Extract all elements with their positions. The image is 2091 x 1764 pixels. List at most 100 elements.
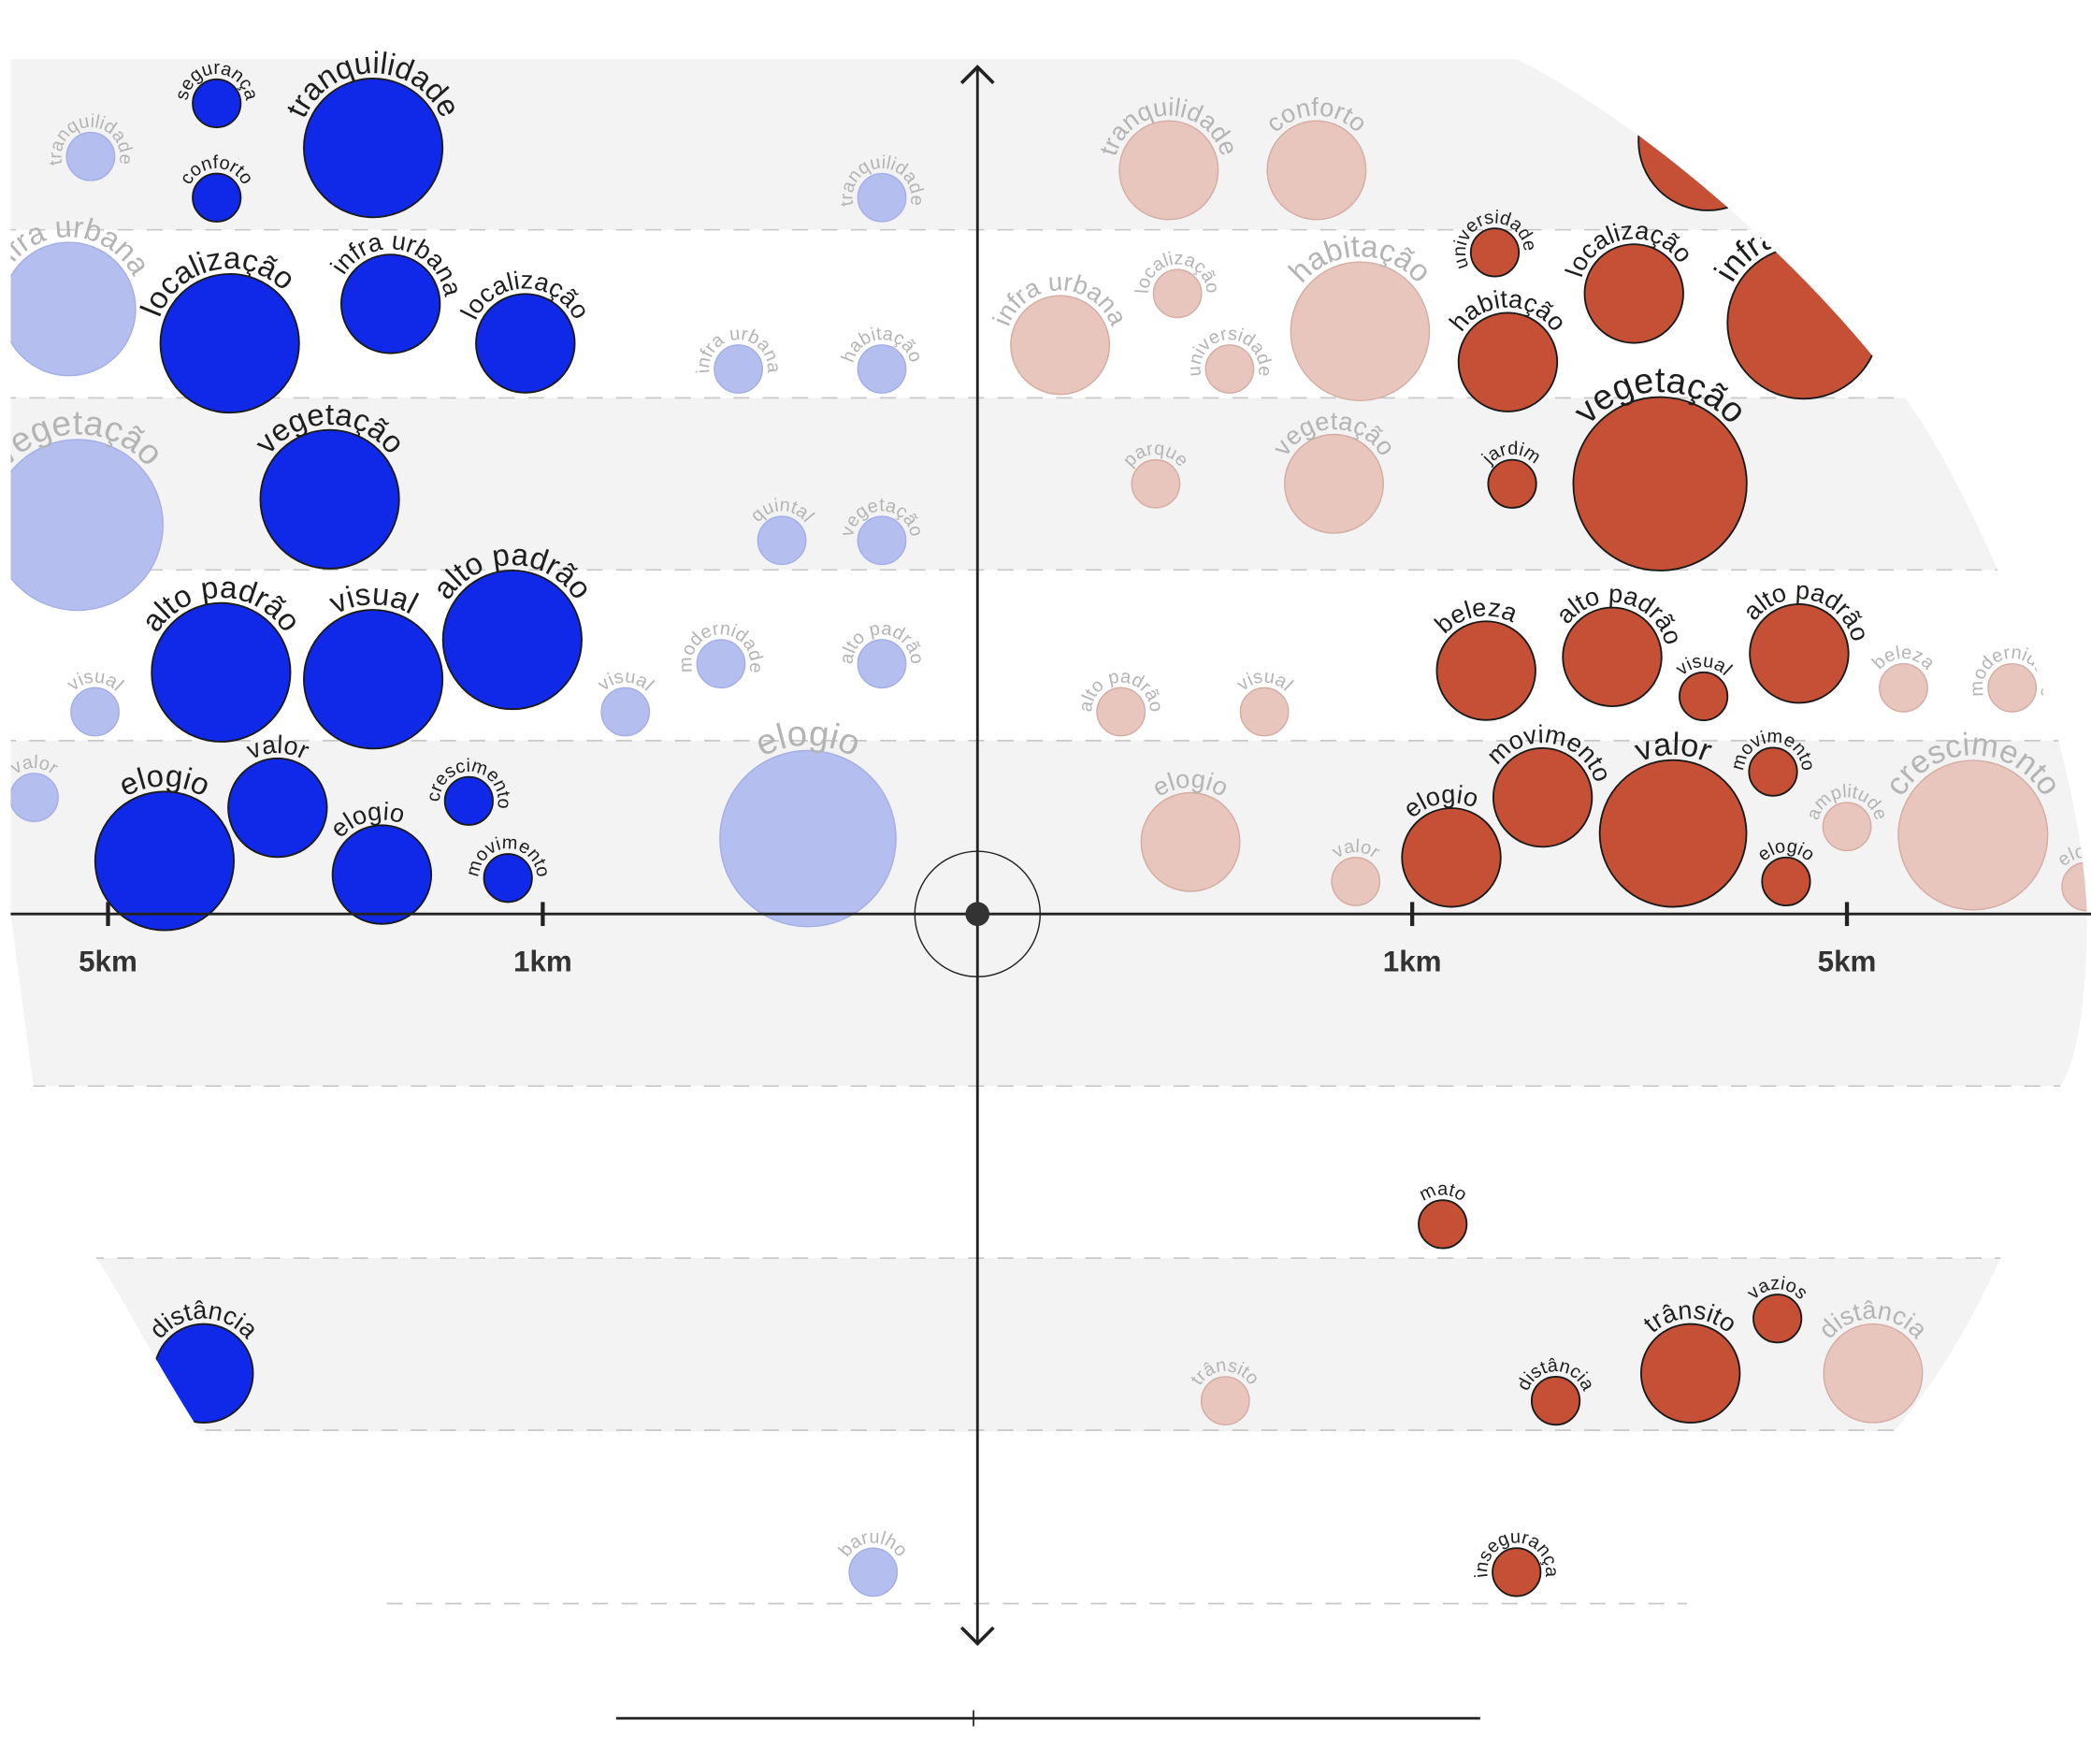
bubble-circle (1987, 662, 2038, 713)
bubble-circle (857, 172, 907, 223)
bubble-circle (331, 824, 433, 925)
bubble: movimento (462, 832, 554, 904)
bubble-circle (600, 687, 651, 737)
bubble-circle (1200, 1376, 1250, 1426)
bubble: visual (1233, 666, 1297, 737)
bubble-circle (227, 757, 328, 859)
bubble-circle (1204, 344, 1255, 394)
bubble-circle (1418, 1199, 1468, 1250)
bubble-circle (1679, 671, 1729, 722)
bubble-circle (10, 439, 164, 612)
bubble: infra urbana (693, 324, 784, 394)
bubble: modernidade (1967, 643, 2057, 713)
bubble: infra urbana (10, 210, 157, 377)
x-tick-label: 5km (1818, 946, 1877, 978)
bubble-circle (192, 78, 242, 129)
bubble-circle (303, 78, 444, 219)
bubble: tranquilidade (279, 45, 468, 219)
bubble-circle (339, 253, 441, 354)
bubble-circle (483, 853, 533, 904)
bubble: localização (454, 265, 596, 394)
bubble-circle (1752, 1294, 1803, 1344)
bubble-circle (10, 241, 137, 377)
bubble-circle (857, 344, 907, 394)
bubble: vegetação (248, 397, 411, 570)
bubble: habitação (838, 324, 926, 394)
axes (10, 65, 2091, 1727)
bubble-circle (153, 1323, 254, 1424)
bubble: visual (64, 666, 127, 737)
bubble-circle (1897, 759, 2049, 911)
bubble-circle (1290, 261, 1431, 402)
x-tick-label: 1km (513, 946, 572, 978)
arrow-down-icon (959, 1626, 995, 1646)
bubble: alto padrão (1075, 666, 1166, 737)
bubble-circle (1118, 120, 1219, 221)
bubble-circle (757, 515, 807, 566)
bubble: vegetação (1566, 361, 1753, 571)
bubble-circle (1469, 227, 1521, 278)
bubble-circle (1637, 70, 1779, 211)
bubble-circle (1749, 603, 1850, 704)
bubble: visual (303, 576, 444, 750)
bubble-circle (1096, 687, 1146, 737)
bubble-circle (192, 172, 242, 223)
bubble-circle (151, 601, 292, 743)
bubble-circle (70, 687, 120, 737)
bubble: alto padrão (135, 570, 308, 743)
bubble-circle (259, 428, 400, 570)
bubble-circle (1401, 807, 1502, 908)
bubble: visual (594, 666, 657, 737)
x-tick-label: 5km (79, 946, 137, 978)
x-ticks: 5km 1km 1km 5km (79, 902, 1877, 978)
bubble-circle (1562, 606, 1663, 708)
bubble: localização (1132, 248, 1223, 319)
bubble: visual (1672, 651, 1736, 722)
bubble-circle (441, 569, 583, 711)
bubble-circle (1492, 746, 1593, 848)
bubble: alto padrão (1550, 579, 1689, 708)
bubble-circle (65, 131, 116, 181)
bubble-circle (1487, 458, 1537, 509)
bubble: valor (1329, 836, 1384, 906)
grid-lines (10, 228, 2087, 1431)
bubble-circle (1879, 662, 1928, 713)
bubble: insegurança (1471, 1526, 1562, 1598)
bubble: mato (1416, 1179, 1470, 1250)
bubble-circle (1435, 620, 1536, 721)
center-dot (965, 902, 990, 927)
bubble-circle (1284, 433, 1384, 534)
bubble-circle (1152, 268, 1203, 319)
bubble-circle (10, 773, 59, 823)
bubble: alto padrão (836, 618, 928, 689)
bubble: trânsito (1637, 1295, 1742, 1424)
bubble-circle (1457, 311, 1559, 412)
bubble-circle (1131, 458, 1181, 509)
bubble: universidade (1184, 324, 1276, 394)
bubble: trânsito (1187, 1355, 1263, 1426)
bubble-circle (1530, 1376, 1581, 1426)
bubble: alto padrão (425, 537, 599, 711)
bubble-circle (1331, 857, 1381, 906)
bubble-circle (1583, 243, 1684, 344)
bubble-circle (1823, 1323, 1924, 1424)
bubble: crescimento (1879, 726, 2068, 911)
band (10, 1258, 2087, 1432)
bubble: infra urbana (987, 267, 1133, 396)
arrow-up-icon (959, 65, 995, 85)
bubble: barulho (835, 1526, 912, 1598)
bubble-circle (714, 344, 763, 394)
bubble (1637, 70, 1779, 211)
bubble-circle (1598, 759, 1748, 908)
bubble-circle (303, 609, 444, 750)
bubble-circle (719, 749, 897, 928)
bubble-circle (857, 639, 907, 689)
bubble: movimento (1480, 719, 1618, 848)
bubble-circle (1266, 120, 1367, 221)
bubble-circle (1761, 856, 1811, 907)
bubble-circle (1010, 295, 1111, 396)
bubble: infra urbana (324, 225, 469, 354)
bubble-circle (1748, 746, 1798, 797)
bubble: modernidade (675, 618, 767, 689)
